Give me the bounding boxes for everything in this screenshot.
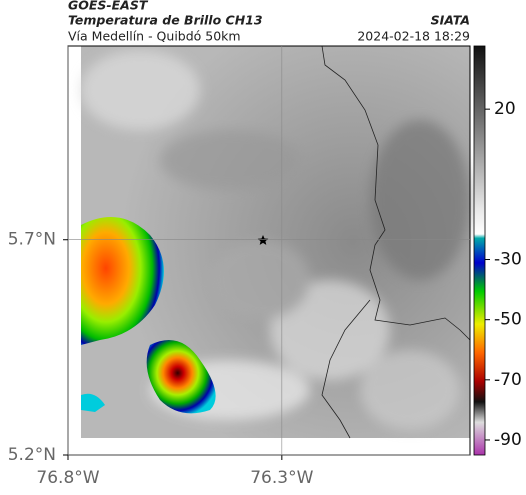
borders [321,45,471,439]
x-tick-label: 76.8°W [36,468,99,488]
colorbar-tick-label: -30 [494,250,522,270]
colorbar-tick-label: -50 [494,310,522,330]
colorbar-tick-label: 20 [494,99,516,119]
colorbar-tick-label: -70 [494,370,522,390]
datetime: 2024-02-18 18:29 [357,29,470,44]
title: GOES-EAST [68,0,149,13]
colorbar [473,45,486,456]
subtitle: Temperatura de Brillo CH13 [68,13,263,28]
satellite-image [80,46,470,438]
route: Vía Medellín - Quibdó 50km [68,29,241,44]
y-tick-label: 5.2°N [8,445,56,465]
y-tick-label: 5.7°N [8,230,56,250]
colorbar-tick-label: -90 [494,430,522,450]
source: SIATA [431,13,470,28]
x-tick-label: 76.3°W [250,468,313,488]
